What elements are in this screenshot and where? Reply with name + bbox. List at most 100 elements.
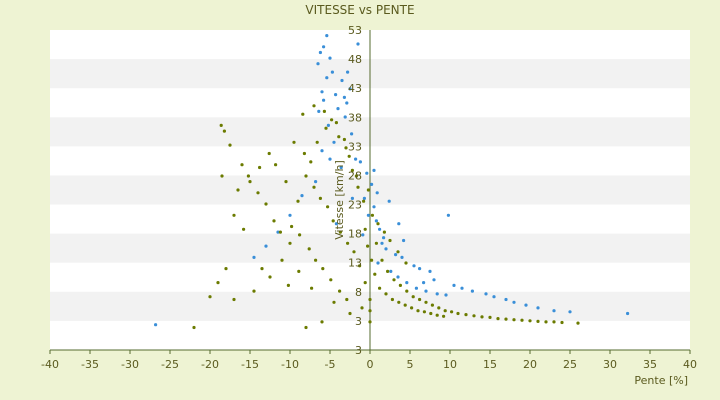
y-tick-label: 18 [348, 228, 362, 241]
data-point [325, 34, 329, 38]
data-point [560, 320, 564, 325]
x-tick-label: -30 [121, 358, 139, 371]
data-point [252, 255, 256, 259]
data-point [380, 258, 384, 262]
data-point [512, 318, 516, 322]
data-point [366, 188, 370, 192]
y-tick-label: 53 [348, 24, 362, 37]
data-point [328, 157, 332, 161]
data-point [422, 310, 426, 314]
data-point [460, 286, 464, 290]
data-point [384, 247, 388, 251]
data-point [309, 160, 313, 164]
data-point [428, 269, 432, 273]
x-tick-label: -5 [325, 358, 336, 371]
x-tick-label: -20 [201, 358, 219, 371]
data-point [318, 196, 322, 200]
data-point [488, 315, 492, 319]
data-point [398, 283, 402, 287]
data-point [328, 56, 332, 60]
data-point [380, 241, 384, 245]
data-point [429, 311, 433, 316]
data-point [321, 267, 325, 271]
data-point [339, 165, 343, 170]
data-point [536, 306, 540, 310]
y-tick-label: 8 [355, 286, 362, 299]
data-point [366, 213, 370, 217]
data-point [363, 281, 367, 285]
x-tick-label: 20 [523, 358, 537, 371]
data-point [268, 275, 272, 279]
data-point [248, 180, 252, 184]
data-point [464, 313, 468, 317]
data-point [484, 292, 488, 296]
y-tick-label: 38 [348, 111, 362, 124]
data-point [375, 191, 379, 195]
data-point [274, 163, 278, 167]
data-point [356, 42, 360, 46]
data-point [348, 311, 352, 316]
x-tick-label: -35 [81, 358, 99, 371]
x-tick-label: 30 [603, 358, 617, 371]
data-point [338, 230, 342, 234]
data-point [496, 317, 500, 321]
data-point [352, 250, 356, 254]
data-point [219, 123, 223, 127]
data-point [347, 154, 351, 158]
data-point [362, 199, 366, 203]
data-point [331, 219, 335, 223]
x-tick-label: 10 [443, 358, 457, 371]
data-point [374, 241, 378, 245]
data-point [432, 278, 436, 282]
x-tick-label: 35 [643, 358, 657, 371]
data-point [252, 289, 256, 293]
data-point [373, 272, 377, 276]
data-point [528, 319, 532, 323]
data-point [435, 313, 439, 317]
data-point [276, 230, 280, 234]
data-point [576, 321, 580, 325]
data-point [236, 188, 240, 192]
data-point [312, 185, 316, 189]
data-point [504, 317, 508, 321]
data-point [320, 149, 324, 153]
data-point [354, 157, 358, 161]
data-point [524, 303, 528, 307]
data-point [301, 112, 305, 116]
data-point [405, 289, 409, 293]
data-point [520, 318, 524, 322]
data-point [422, 281, 426, 285]
data-point [390, 297, 394, 302]
data-point [288, 241, 292, 245]
data-point [256, 191, 260, 195]
data-point [437, 306, 441, 310]
data-point [343, 115, 347, 119]
data-point [240, 163, 244, 167]
x-tick-label: -25 [161, 358, 179, 371]
data-point [345, 101, 349, 105]
data-point [446, 213, 450, 217]
data-point [216, 281, 220, 285]
data-point [292, 140, 296, 144]
data-point [430, 303, 434, 307]
data-point [361, 233, 365, 237]
data-point [368, 297, 372, 302]
data-point [297, 269, 301, 273]
data-point [314, 180, 318, 184]
data-point [340, 78, 344, 83]
data-point [416, 309, 420, 313]
data-point [346, 70, 350, 74]
data-point [378, 286, 382, 290]
data-point [345, 297, 349, 302]
data-point [310, 286, 314, 290]
data-point [315, 140, 319, 144]
data-point [348, 87, 352, 91]
x-tick-label: 0 [367, 358, 374, 371]
data-point [354, 174, 358, 178]
data-point [411, 295, 415, 299]
data-point [442, 314, 446, 318]
data-point [267, 151, 271, 156]
data-point [444, 293, 448, 297]
x-tick-label: -40 [41, 358, 59, 371]
data-point [356, 185, 360, 189]
